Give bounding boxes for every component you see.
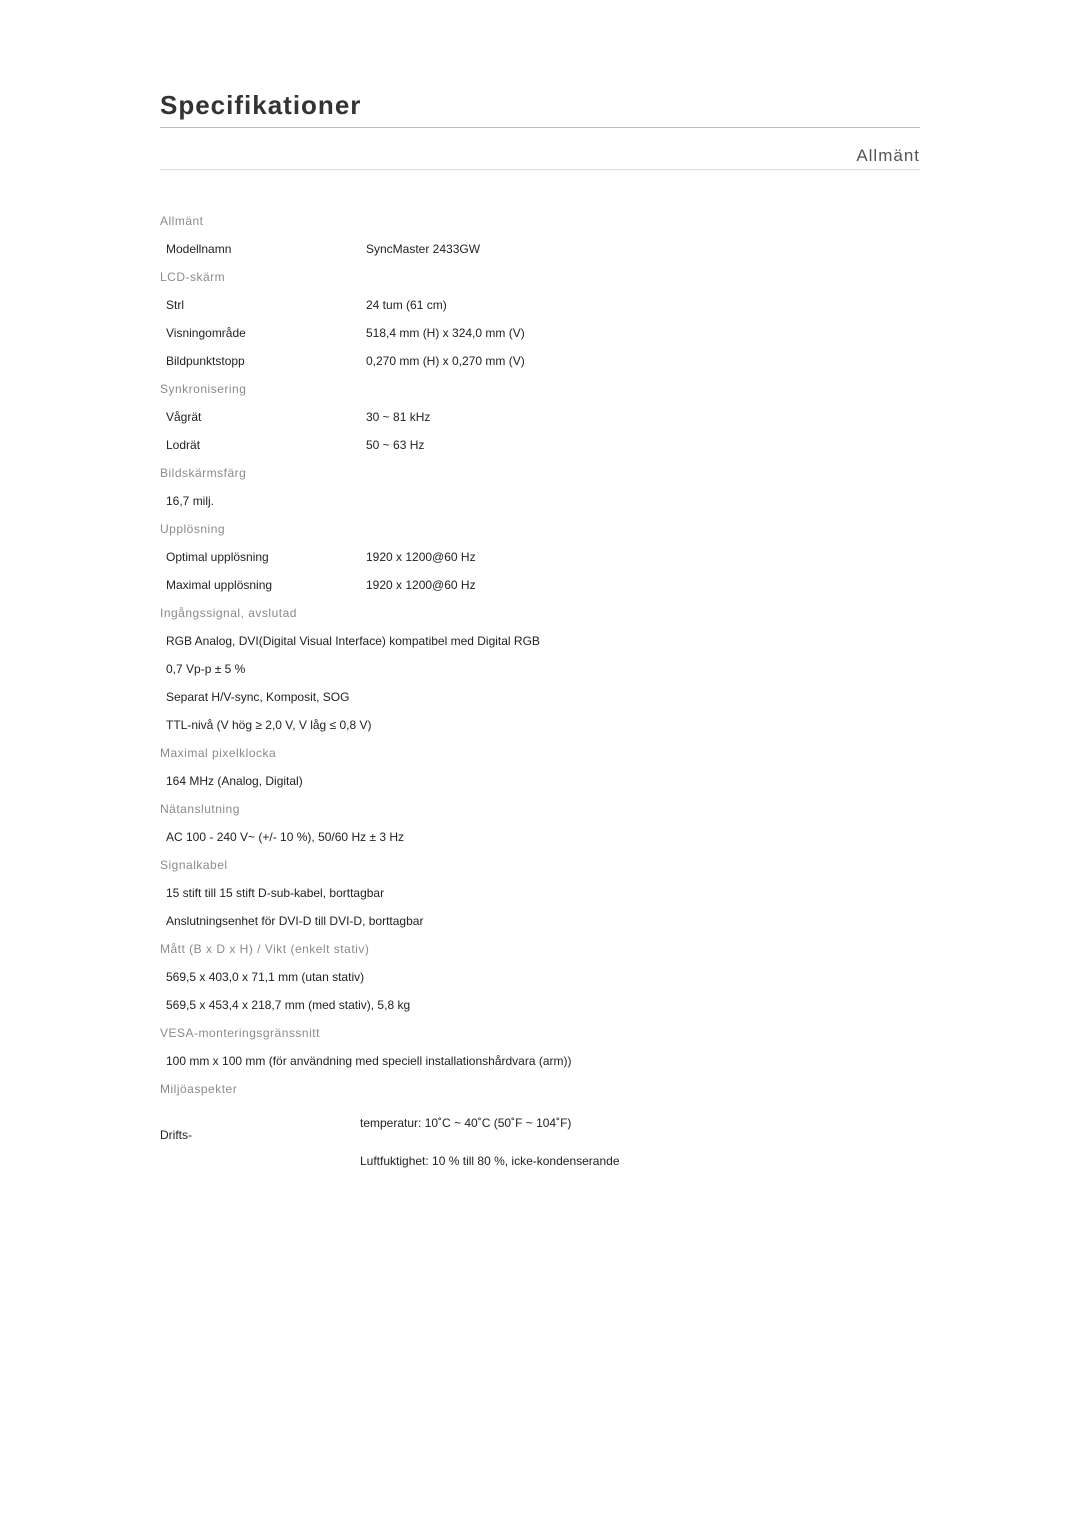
- vert-value: 50 ~ 63 Hz: [366, 438, 424, 452]
- group-env-header: Miljöaspekter: [160, 1082, 920, 1096]
- group-cable-header: Signalkabel: [160, 858, 920, 872]
- color-line1: 16,7 milj.: [166, 494, 920, 508]
- input-line4: TTL-nivå (V hög ≥ 2,0 V, V låg ≤ 0,8 V): [166, 718, 920, 732]
- input-line2: 0,7 Vp-p ± 5 %: [166, 662, 920, 676]
- model-value: SyncMaster 2433GW: [366, 242, 480, 256]
- area-label: Visningområde: [166, 326, 366, 340]
- vesa-line1: 100 mm x 100 mm (för användning med spec…: [166, 1054, 920, 1068]
- dims-line1: 569,5 x 403,0 x 71,1 mm (utan stativ): [166, 970, 920, 984]
- env-row: Drifts- temperatur: 10˚C ~ 40˚C (50˚F ~ …: [160, 1110, 920, 1192]
- pitch-label: Bildpunktstopp: [166, 354, 366, 368]
- env-op-label: Drifts-: [160, 1110, 360, 1192]
- env-temp: temperatur: 10˚C ~ 40˚C (50˚F ~ 104˚F): [360, 1116, 620, 1130]
- row-max: Maximal upplösning 1920 x 1200@60 Hz: [166, 578, 920, 592]
- section-label: Allmänt: [160, 146, 920, 170]
- area-value: 518,4 mm (H) x 324,0 mm (V): [366, 326, 525, 340]
- group-power-header: Nätanslutning: [160, 802, 920, 816]
- vert-label: Lodrät: [166, 438, 366, 452]
- opt-label: Optimal upplösning: [166, 550, 366, 564]
- group-lcd-header: LCD-skärm: [160, 270, 920, 284]
- cable-line1: 15 stift till 15 stift D-sub-kabel, bort…: [166, 886, 920, 900]
- row-area: Visningområde 518,4 mm (H) x 324,0 mm (V…: [166, 326, 920, 340]
- group-color-header: Bildskärmsfärg: [160, 466, 920, 480]
- group-dims-header: Mått (B x D x H) / Vikt (enkelt stativ): [160, 942, 920, 956]
- model-label: Modellnamn: [166, 242, 366, 256]
- row-pitch: Bildpunktstopp 0,270 mm (H) x 0,270 mm (…: [166, 354, 920, 368]
- env-humid: Luftfuktighet: 10 % till 80 %, icke-kond…: [360, 1154, 620, 1168]
- row-horiz: Vågrät 30 ~ 81 kHz: [166, 410, 920, 424]
- size-value: 24 tum (61 cm): [366, 298, 447, 312]
- group-pixelclock-header: Maximal pixelklocka: [160, 746, 920, 760]
- group-input-header: Ingångssignal, avslutad: [160, 606, 920, 620]
- power-line1: AC 100 - 240 V~ (+/- 10 %), 50/60 Hz ± 3…: [166, 830, 920, 844]
- dims-line2: 569,5 x 453,4 x 218,7 mm (med stativ), 5…: [166, 998, 920, 1012]
- input-line3: Separat H/V-sync, Komposit, SOG: [166, 690, 920, 704]
- input-line1: RGB Analog, DVI(Digital Visual Interface…: [166, 634, 920, 648]
- group-general-header: Allmänt: [160, 214, 920, 228]
- group-resolution-header: Upplösning: [160, 522, 920, 536]
- row-size: Strl 24 tum (61 cm): [166, 298, 920, 312]
- horiz-value: 30 ~ 81 kHz: [366, 410, 430, 424]
- group-sync-header: Synkronisering: [160, 382, 920, 396]
- opt-value: 1920 x 1200@60 Hz: [366, 550, 476, 564]
- max-value: 1920 x 1200@60 Hz: [366, 578, 476, 592]
- pitch-value: 0,270 mm (H) x 0,270 mm (V): [366, 354, 525, 368]
- max-label: Maximal upplösning: [166, 578, 366, 592]
- pixelclock-line1: 164 MHz (Analog, Digital): [166, 774, 920, 788]
- cable-line2: Anslutningsenhet för DVI-D till DVI-D, b…: [166, 914, 920, 928]
- horiz-label: Vågrät: [166, 410, 366, 424]
- row-model: Modellnamn SyncMaster 2433GW: [166, 242, 920, 256]
- row-opt: Optimal upplösning 1920 x 1200@60 Hz: [166, 550, 920, 564]
- group-vesa-header: VESA-monteringsgränssnitt: [160, 1026, 920, 1040]
- row-vert: Lodrät 50 ~ 63 Hz: [166, 438, 920, 452]
- size-label: Strl: [166, 298, 366, 312]
- page-title: Specifikationer: [160, 90, 920, 128]
